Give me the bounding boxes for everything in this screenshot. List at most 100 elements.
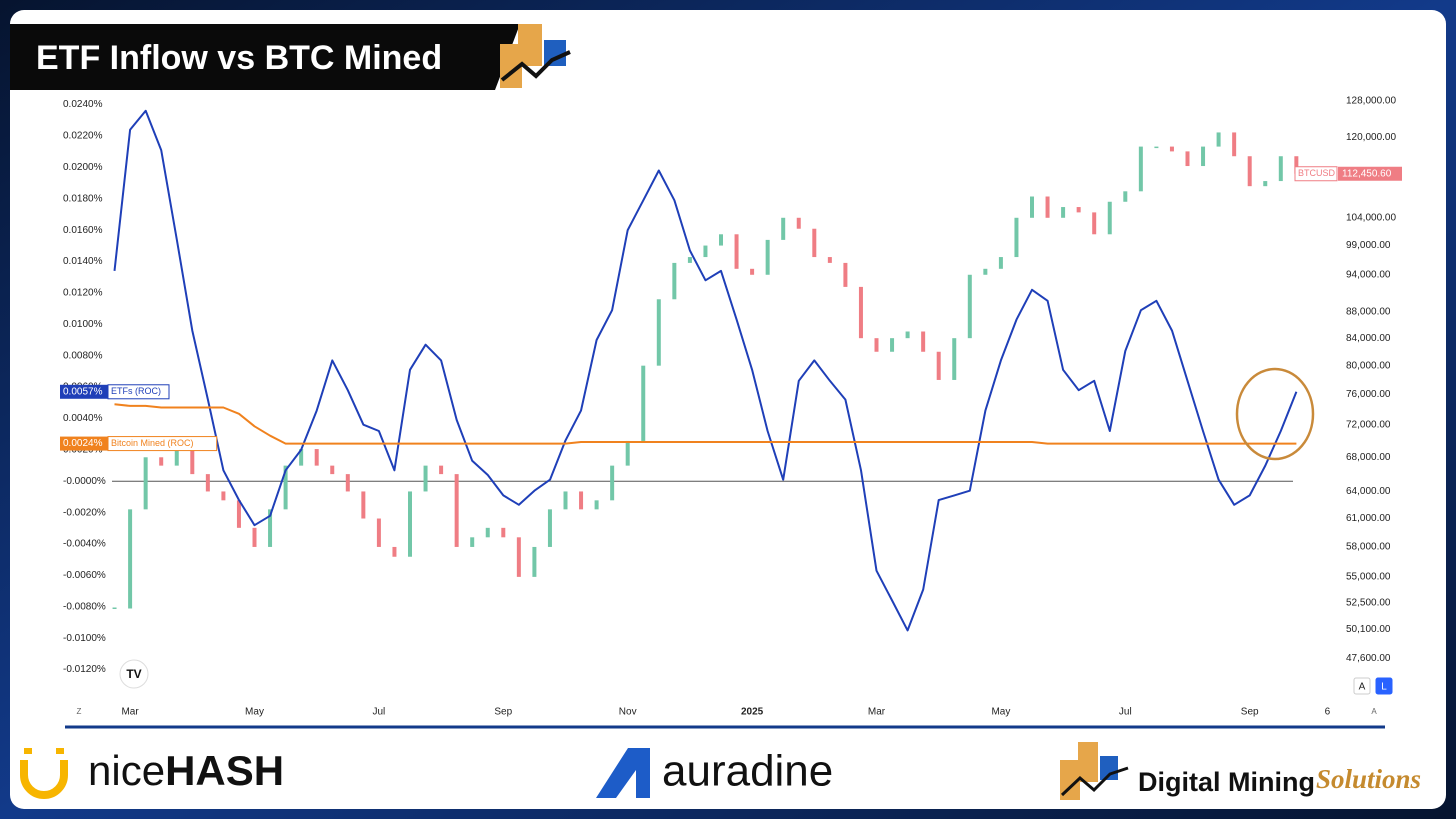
candle — [781, 217, 786, 240]
y2-tick-label: 52,500.00 — [1346, 598, 1391, 609]
x-tick-label: May — [991, 707, 1010, 718]
panel — [10, 10, 1446, 809]
tag-value-box — [1338, 166, 1402, 181]
series-line — [114, 403, 1297, 445]
y-tick-label: 0.0120% — [63, 288, 103, 299]
candle — [485, 527, 490, 538]
y2-tick-label: 88,000.00 — [1346, 307, 1391, 318]
dms-solutions: Solutions — [1316, 764, 1421, 794]
scale-button-label[interactable]: A — [1359, 682, 1366, 693]
candle — [1154, 146, 1159, 149]
y-tick-label: 0.0240% — [63, 99, 103, 110]
y2-tick-label: 84,000.00 — [1346, 333, 1391, 344]
x-tick-label: Mar — [868, 707, 886, 718]
y2-tick-label: 64,000.00 — [1346, 486, 1391, 497]
series-line — [113, 109, 1298, 632]
candle — [1169, 146, 1174, 152]
candle — [719, 234, 723, 246]
candle — [843, 262, 848, 287]
candle — [734, 234, 739, 269]
y2-tick-label: 61,000.00 — [1346, 513, 1391, 524]
candle — [1014, 217, 1019, 258]
candle — [796, 217, 801, 229]
candle — [128, 509, 133, 609]
candle — [672, 262, 677, 300]
candle — [159, 457, 164, 466]
svg-text:niceHASH: niceHASH — [88, 747, 284, 794]
x-tick-label: Nov — [619, 707, 637, 718]
y-tick-label: -0.0120% — [63, 664, 106, 675]
candle — [594, 500, 599, 510]
tag-value: 0.0057% — [63, 386, 103, 397]
x-tick-label: 2025 — [741, 707, 764, 718]
tag-name: BTCUSD — [1298, 168, 1336, 178]
candle — [1123, 191, 1128, 202]
y2-tick-label: 120,000.00 — [1346, 132, 1396, 143]
tag-value-box — [60, 384, 108, 399]
candle — [1061, 207, 1066, 218]
candle — [190, 440, 195, 475]
tag-name: ETFs (ROC) — [111, 386, 161, 396]
highlight-circle — [1235, 367, 1315, 461]
tag-value: 112,450.60 — [1342, 168, 1392, 179]
scale-button[interactable] — [1375, 677, 1393, 695]
nicehash-light: nice — [88, 747, 165, 794]
x-tick-label: May — [245, 707, 264, 718]
y-tick-label: -0.0060% — [63, 570, 106, 581]
candle — [376, 518, 381, 547]
candle — [625, 440, 630, 466]
y-tick-label: 0.0040% — [63, 413, 103, 424]
candle — [858, 286, 863, 339]
candle — [1185, 151, 1190, 167]
candle — [1107, 201, 1112, 235]
candle — [998, 257, 1003, 269]
title: ETF Inflow vs BTC Mined — [36, 39, 442, 77]
auradine-logo: auradine — [596, 747, 833, 798]
candle — [299, 449, 304, 466]
y2-tick-label: 94,000.00 — [1346, 269, 1391, 280]
scale-button-label[interactable]: L — [1381, 682, 1387, 693]
candle — [1076, 207, 1081, 213]
y-tick-label: -0.0000% — [63, 476, 106, 487]
candle — [314, 449, 319, 466]
candle — [470, 537, 475, 547]
candle — [252, 527, 257, 547]
y-tick-label: -0.0080% — [63, 601, 106, 612]
x-tick-label: Jul — [373, 707, 386, 718]
tv-logo: TV — [119, 659, 149, 689]
auradine-text: auradine — [662, 747, 833, 796]
x-tick-label: Mar — [121, 707, 139, 718]
y2-tick-label: 128,000.00 — [1346, 95, 1396, 106]
tag-name-box — [107, 384, 170, 400]
title-banner — [10, 24, 520, 90]
scale-button[interactable] — [1353, 677, 1371, 695]
candle — [874, 338, 879, 352]
y-tick-label: 0.0080% — [63, 350, 103, 361]
y-tick-label: 0.0220% — [63, 131, 103, 142]
candle — [501, 527, 506, 538]
y2-tick-label: 55,000.00 — [1346, 572, 1391, 583]
tag-name-box — [107, 436, 218, 452]
candle — [221, 491, 226, 501]
candle — [905, 331, 910, 339]
candle — [1247, 156, 1252, 187]
y-tick-label: 0.0200% — [63, 162, 103, 173]
candle — [1263, 181, 1268, 187]
candle — [1278, 156, 1283, 182]
candle — [532, 546, 537, 577]
y2-tick-label: 47,600.00 — [1346, 653, 1391, 664]
candle — [1232, 132, 1237, 157]
y2-tick-label: 50,100.00 — [1346, 624, 1391, 635]
candle — [983, 268, 988, 275]
candle — [687, 257, 692, 263]
candle — [439, 465, 444, 475]
candle — [1294, 156, 1299, 174]
candle — [610, 465, 615, 501]
axis-corner: Z — [77, 707, 82, 716]
candle — [812, 228, 817, 258]
candle — [408, 491, 412, 557]
header-logo — [500, 24, 571, 88]
candle — [547, 509, 552, 547]
